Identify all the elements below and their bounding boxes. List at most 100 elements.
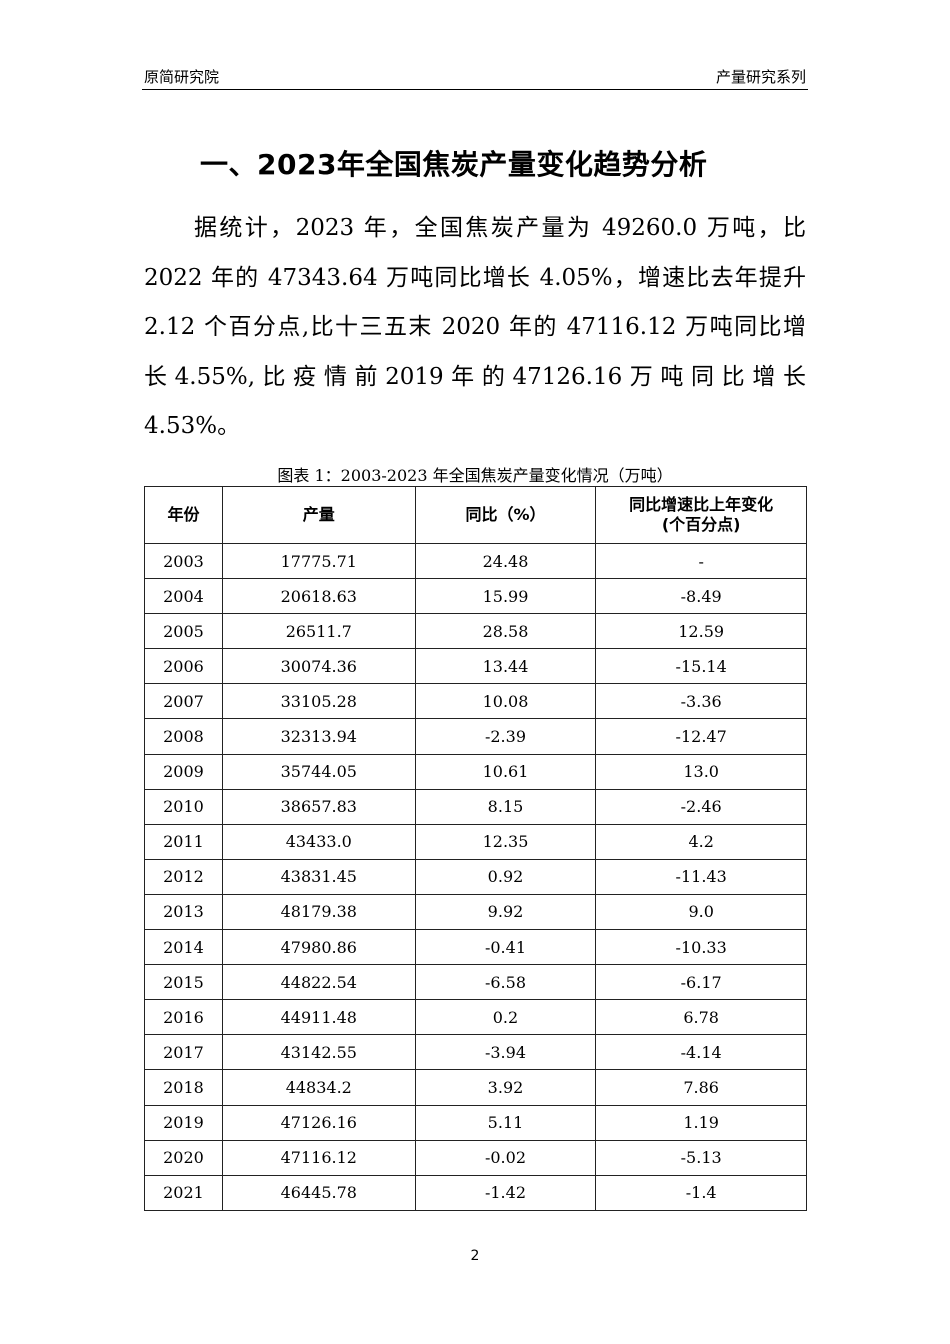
cell-yoy-change: -4.14 — [595, 1034, 807, 1071]
cell-year: 2014 — [144, 929, 223, 966]
header-org-name: 原简研究院 — [144, 68, 220, 86]
cell-yoy-change: -12.47 — [595, 718, 807, 755]
cell-yoy-change: - — [595, 542, 807, 580]
cell-yoy-change: 12.59 — [595, 613, 807, 650]
table-row: 2016 44911.48 0.2 6.78 — [144, 999, 807, 1036]
table-row: 2015 44822.54 -6.58 -6.17 — [144, 964, 807, 1001]
cell-year: 2004 — [144, 578, 223, 615]
cell-yoy-change: 13.0 — [595, 753, 807, 790]
cell-year: 2020 — [144, 1139, 223, 1176]
cell-year: 2009 — [144, 753, 223, 790]
cell-year: 2021 — [144, 1174, 223, 1211]
cell-yoy: 9.92 — [414, 893, 597, 931]
cell-output: 44822.54 — [221, 964, 416, 1001]
cell-output: 38657.83 — [221, 788, 416, 825]
header-year: 年份 — [144, 486, 223, 544]
cell-yoy-change: 4.2 — [595, 823, 807, 860]
table-row: 2013 48179.38 9.92 9.0 — [144, 893, 807, 931]
cell-yoy-change: -1.4 — [595, 1174, 807, 1211]
table-row: 2004 20618.63 15.99 -8.49 — [144, 578, 807, 615]
cell-year: 2015 — [144, 964, 223, 1001]
table-row: 2018 44834.2 3.92 7.86 — [144, 1069, 807, 1106]
cell-yoy-change: 7.86 — [595, 1069, 807, 1106]
cell-output: 32313.94 — [221, 718, 416, 755]
table-row: 2010 38657.83 8.15 -2.46 — [144, 788, 807, 825]
page-number: 2 — [470, 1248, 480, 1264]
cell-output: 35744.05 — [221, 753, 416, 790]
cell-year: 2003 — [144, 542, 223, 580]
table-row: 2003 17775.71 24.48- — [144, 542, 807, 580]
cell-year: 2018 — [144, 1069, 223, 1106]
table-row: 2019 47126.16 5.11 1.19 — [144, 1104, 807, 1141]
table-row: 2005 26511.7 28.58 12.59 — [144, 613, 807, 650]
table-row: 2020 47116.12 -0.02 -5.13 — [144, 1139, 807, 1176]
table-row: 2007 33105.28 10.08 -3.36 — [144, 683, 807, 720]
cell-yoy: -1.42 — [414, 1174, 597, 1211]
cell-output: 43142.55 — [221, 1034, 416, 1071]
cell-output: 44911.48 — [221, 999, 416, 1036]
header-yoy-change-line1: 同比增速比上年变化 — [629, 495, 774, 514]
paragraph-line: 长 4.55%, 比 疫 情 前 2019 年 的 47126.16 万 吨 同… — [144, 363, 806, 390]
cell-yoy: -3.94 — [414, 1034, 597, 1071]
cell-output: 48179.38 — [221, 893, 416, 931]
cell-yoy: -0.41 — [414, 929, 597, 966]
cell-output: 33105.28 — [221, 683, 416, 720]
cell-year: 2017 — [144, 1034, 223, 1071]
cell-yoy-change: -8.49 — [595, 578, 807, 615]
cell-year: 2006 — [144, 648, 223, 685]
cell-output: 46445.78 — [221, 1174, 416, 1211]
body-paragraph: 据统计，2023 年，全国焦炭产量为 49260.0 万吨，比 2022 年的 … — [144, 208, 806, 456]
cell-year: 2010 — [144, 788, 223, 825]
cell-yoy: 3.92 — [414, 1069, 597, 1106]
cell-output: 43433.0 — [221, 823, 416, 860]
cell-yoy: 0.2 — [414, 999, 597, 1036]
paragraph-line: 4.53%。 — [144, 413, 241, 439]
coke-production-table: 年份 产量 同比（%） 同比增速比上年变化 (个百分点) 2003 17775.71… — [144, 486, 807, 1211]
cell-yoy: 10.61 — [414, 753, 597, 790]
cell-year: 2013 — [144, 893, 223, 931]
cell-year: 2011 — [144, 823, 223, 860]
cell-yoy: 5.11 — [414, 1104, 597, 1141]
table-row: 2006 30074.36 13.44 -15.14 — [144, 648, 807, 685]
cell-yoy-change: -2.46 — [595, 788, 807, 825]
cell-yoy: 15.99 — [414, 578, 597, 615]
cell-year: 2019 — [144, 1104, 223, 1141]
table-row: 2017 43142.55 -3.94 -4.14 — [144, 1034, 807, 1071]
cell-yoy: 12.35 — [414, 823, 597, 860]
paragraph-line: 2.12 个百分点,比十三五末 2020 年的 47116.12 万吨同比增 — [144, 314, 806, 340]
cell-yoy-change: -3.36 — [595, 683, 807, 720]
cell-yoy: 8.15 — [414, 788, 597, 825]
section-title: 一、2023年全国焦炭产量变化趋势分析 — [200, 148, 708, 181]
cell-year: 2008 — [144, 718, 223, 755]
cell-yoy-change: -10.33 — [595, 929, 807, 966]
cell-yoy-change: -5.13 — [595, 1139, 807, 1176]
cell-output: 43831.45 — [221, 858, 416, 895]
cell-yoy: 28.58 — [414, 613, 597, 650]
header-yoy-change: 同比增速比上年变化 (个百分点) — [595, 486, 807, 544]
cell-yoy-change: 6.78 — [595, 999, 807, 1036]
cell-yoy: -6.58 — [414, 964, 597, 1001]
cell-output: 26511.7 — [221, 613, 416, 650]
cell-year: 2012 — [144, 858, 223, 895]
table-row: 2011 43433.0 12.35 4.2 — [144, 823, 807, 860]
cell-output: 20618.63 — [221, 578, 416, 615]
cell-yoy: 0.92 — [414, 858, 597, 895]
paragraph-line: 2022 年的 47343.64 万吨同比增长 4.05%，增速比去年提升 — [144, 264, 806, 291]
header-output: 产量 — [221, 486, 416, 544]
cell-output: 47980.86 — [221, 929, 416, 966]
cell-output: 47116.12 — [221, 1139, 416, 1176]
table-row: 2009 35744.05 10.61 13.0 — [144, 753, 807, 790]
cell-yoy: -0.02 — [414, 1139, 597, 1176]
cell-yoy: 24.48 — [414, 542, 597, 580]
cell-output: 47126.16 — [221, 1104, 416, 1141]
cell-output: 44834.2 — [221, 1069, 416, 1106]
cell-yoy-change: -15.14 — [595, 648, 807, 685]
header-series-name: 产量研究系列 — [715, 68, 806, 86]
table-row: 2012 43831.45 0.92 -11.43 — [144, 858, 807, 895]
cell-yoy-change: 1.19 — [595, 1104, 807, 1141]
table-header-row: 年份 产量 同比（%） 同比增速比上年变化 (个百分点) — [144, 486, 807, 544]
header-yoy-change-line2: (个百分点) — [661, 515, 741, 534]
cell-output: 30074.36 — [221, 648, 416, 685]
cell-yoy: -2.39 — [414, 718, 597, 755]
cell-yoy: 13.44 — [414, 648, 597, 685]
